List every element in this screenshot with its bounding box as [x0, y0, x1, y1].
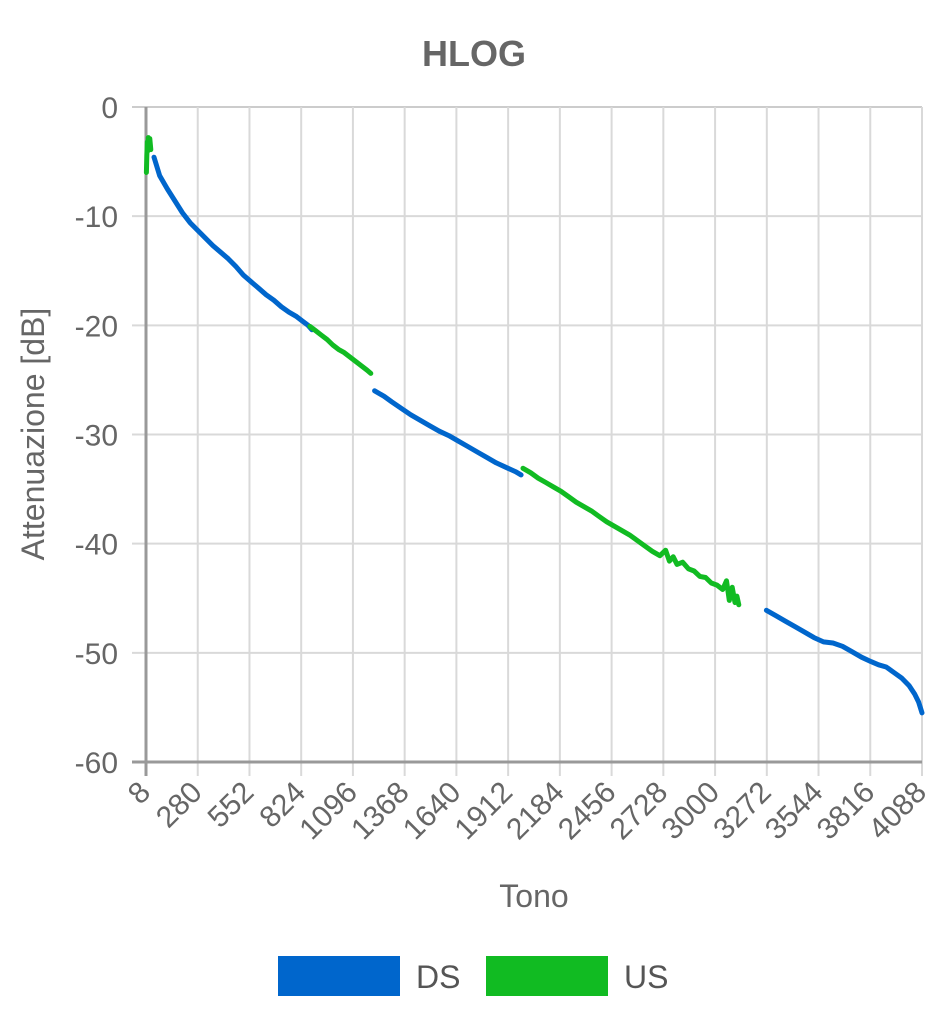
x-tick-labels: 8280552824109613681640191221842456272830… [122, 776, 933, 847]
x-tick-label: 3816 [811, 776, 882, 847]
axes [132, 107, 922, 776]
series-line-us [143, 135, 154, 175]
series-line-ds [372, 388, 524, 478]
y-tick-label: 0 [101, 92, 118, 125]
legend-swatch-ds [278, 956, 400, 996]
x-tick-label: 280 [150, 776, 209, 835]
series-lines [143, 135, 925, 716]
y-tick-label: -30 [75, 420, 118, 453]
x-tick-label: 3272 [707, 776, 778, 847]
x-tick-label: 8 [122, 776, 157, 811]
y-tick-label: -50 [75, 638, 118, 671]
legend-label-us: US [624, 959, 668, 995]
x-axis-label: Tono [499, 878, 568, 914]
x-tick-label: 1096 [293, 776, 364, 847]
x-tick-label: 4088 [862, 776, 933, 847]
x-tick-label: 2184 [500, 776, 571, 847]
series-line-us [307, 323, 374, 376]
x-tick-label: 2728 [604, 776, 675, 847]
y-tick-label: -60 [75, 747, 118, 780]
series-line-us [520, 465, 742, 608]
x-tick-label: 552 [202, 776, 261, 835]
x-tick-label: 3000 [655, 776, 726, 847]
x-tick-label: 2456 [552, 776, 623, 847]
y-tick-label: -40 [75, 529, 118, 562]
x-tick-label: 1640 [397, 776, 468, 847]
x-tick-label: 1368 [345, 776, 416, 847]
series-line-ds [763, 607, 925, 716]
y-axis-label: Attenuazione [dB] [15, 308, 51, 561]
chart-title: HLOG [422, 33, 526, 74]
y-tick-label: -10 [75, 201, 118, 234]
series-line-ds [151, 154, 315, 333]
legend: DS US [278, 956, 668, 996]
grid [132, 106, 923, 776]
legend-swatch-us [486, 956, 608, 996]
x-tick-label: 3544 [759, 776, 830, 847]
y-tick-label: -20 [75, 310, 118, 343]
legend-label-ds: DS [416, 959, 460, 995]
x-tick-label: 1912 [449, 776, 520, 847]
y-tick-labels: 0 -10 -20 -30 -40 -50 -60 [75, 92, 118, 780]
